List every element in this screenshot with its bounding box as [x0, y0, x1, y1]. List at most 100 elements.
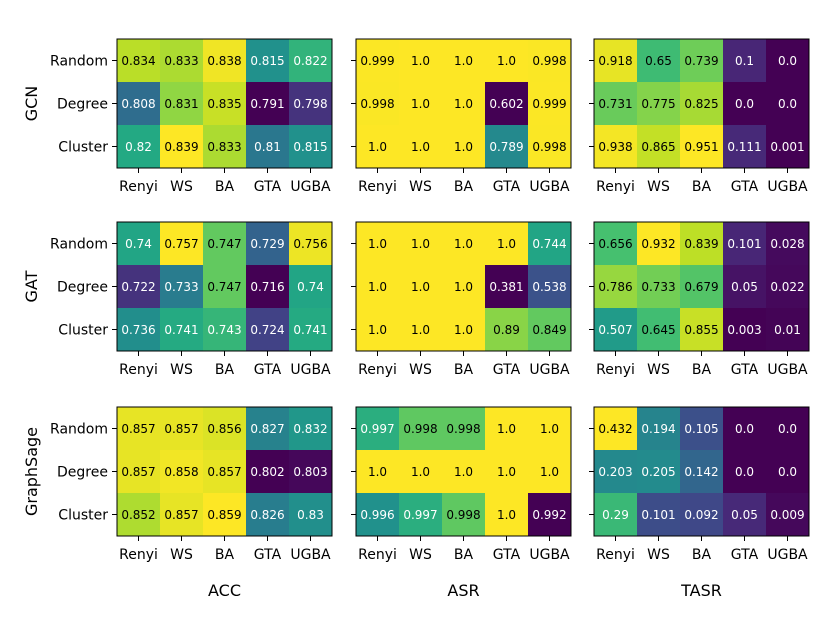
cell-label-graphsage-tasr-r0-c2: 0.105	[684, 422, 718, 436]
cell-gat-tasr-r2-c2	[680, 308, 723, 351]
cell-gcn-asr-r0-c4	[528, 39, 571, 82]
row-title-gcn: GCN	[22, 86, 41, 122]
cell-label-graphsage-tasr-r1-c2: 0.142	[684, 465, 718, 479]
cell-label-graphsage-asr-r0-c0: 0.997	[360, 422, 394, 436]
cell-gat-asr-r1-c4	[528, 265, 571, 308]
cell-graphsage-acc-r1-c4	[289, 450, 332, 493]
cell-gat-asr-r1-c3	[485, 265, 528, 308]
cell-label-gcn-tasr-r0-c0: 0.918	[598, 54, 632, 68]
cell-label-graphsage-acc-r2-c2: 0.859	[207, 508, 241, 522]
cell-label-gcn-asr-r1-c3: 0.602	[489, 97, 523, 111]
cell-gat-asr-r0-c0	[356, 222, 399, 265]
cell-graphsage-tasr-r0-c0	[594, 407, 637, 450]
col-title-tasr: TASR	[680, 581, 722, 600]
cell-label-gcn-acc-r0-c4: 0.822	[293, 54, 327, 68]
x-tick-label-gcn-acc-renyi: Renyi	[119, 179, 158, 195]
cell-label-graphsage-tasr-r1-c0: 0.203	[598, 465, 632, 479]
cell-gcn-acc-r1-c2	[203, 82, 246, 125]
cell-label-graphsage-acc-r0-c4: 0.832	[293, 422, 327, 436]
cell-gat-acc-r1-c2	[203, 265, 246, 308]
cell-gat-tasr-r2-c3	[723, 308, 766, 351]
cell-gat-tasr-r1-c4	[766, 265, 809, 308]
cell-label-gcn-asr-r1-c4: 0.999	[532, 97, 566, 111]
cell-label-gat-acc-r0-c2: 0.747	[207, 237, 241, 251]
cell-label-gcn-acc-r0-c2: 0.838	[207, 54, 241, 68]
cell-graphsage-acc-r1-c1	[160, 450, 203, 493]
cell-label-gat-acc-r1-c0: 0.722	[121, 280, 155, 294]
cell-gcn-tasr-r0-c3	[723, 39, 766, 82]
cell-label-gcn-acc-r0-c3: 0.815	[250, 54, 284, 68]
x-tick-label-gcn-tasr-renyi: Renyi	[596, 179, 635, 195]
cell-graphsage-tasr-r0-c1	[637, 407, 680, 450]
cell-gcn-acc-r0-c3	[246, 39, 289, 82]
cell-gat-asr-r1-c1	[399, 265, 442, 308]
cell-label-graphsage-asr-r1-c3: 1.0	[497, 465, 516, 479]
cell-label-gcn-tasr-r0-c1: 0.65	[645, 54, 672, 68]
cell-label-graphsage-acc-r0-c0: 0.857	[121, 422, 155, 436]
cell-label-gcn-tasr-r2-c1: 0.865	[641, 140, 675, 154]
cell-label-gat-acc-r2-c4: 0.741	[293, 323, 327, 337]
cell-gcn-tasr-r2-c4	[766, 125, 809, 168]
cell-gat-acc-r1-c3	[246, 265, 289, 308]
cell-label-graphsage-asr-r2-c4: 0.992	[532, 508, 566, 522]
x-tick-label-graphsage-asr-renyi: Renyi	[358, 547, 397, 563]
cell-label-gat-asr-r1-c4: 0.538	[532, 280, 566, 294]
cell-label-graphsage-tasr-r1-c1: 0.205	[641, 465, 675, 479]
cell-label-gcn-acc-r0-c0: 0.834	[121, 54, 155, 68]
cell-gcn-asr-r0-c2	[442, 39, 485, 82]
y-tick-label-gat-acc-degree: Degree	[57, 280, 108, 296]
cell-gcn-acc-r0-c2	[203, 39, 246, 82]
cell-gcn-asr-r0-c0	[356, 39, 399, 82]
cell-gat-asr-r0-c1	[399, 222, 442, 265]
cell-gat-tasr-r0-c4	[766, 222, 809, 265]
cell-label-gat-tasr-r0-c3: 0.101	[727, 237, 761, 251]
cell-gat-tasr-r1-c0	[594, 265, 637, 308]
cell-label-gcn-tasr-r2-c3: 0.111	[727, 140, 761, 154]
cell-label-gat-tasr-r1-c4: 0.022	[770, 280, 804, 294]
cell-gcn-acc-r2-c1	[160, 125, 203, 168]
cell-graphsage-asr-r1-c0	[356, 450, 399, 493]
col-title-asr: ASR	[447, 581, 479, 600]
cell-graphsage-acc-r1-c0	[117, 450, 160, 493]
cell-label-gcn-asr-r0-c0: 0.999	[360, 54, 394, 68]
cell-gat-tasr-r1-c2	[680, 265, 723, 308]
cell-label-gcn-tasr-r1-c4: 0.0	[778, 97, 797, 111]
cell-graphsage-asr-r1-c2	[442, 450, 485, 493]
x-tick-label-gat-acc-renyi: Renyi	[119, 362, 158, 378]
x-tick-label-gcn-tasr-gta: GTA	[731, 179, 759, 195]
cell-label-gcn-tasr-r1-c0: 0.731	[598, 97, 632, 111]
cell-gcn-acc-r1-c0	[117, 82, 160, 125]
cell-gcn-tasr-r1-c3	[723, 82, 766, 125]
cell-label-graphsage-asr-r0-c3: 1.0	[497, 422, 516, 436]
cell-gcn-tasr-r1-c1	[637, 82, 680, 125]
cell-label-graphsage-tasr-r2-c2: 0.092	[684, 508, 718, 522]
cell-label-graphsage-asr-r2-c1: 0.997	[403, 508, 437, 522]
cell-label-graphsage-acc-r2-c3: 0.826	[250, 508, 284, 522]
cell-label-graphsage-asr-r1-c1: 1.0	[411, 465, 430, 479]
x-tick-label-graphsage-asr-ugba: UGBA	[529, 547, 570, 563]
cell-gcn-tasr-r1-c2	[680, 82, 723, 125]
x-tick-label-gat-asr-gta: GTA	[493, 362, 521, 378]
cell-label-gcn-asr-r1-c1: 1.0	[411, 97, 430, 111]
cell-gcn-acc-r2-c2	[203, 125, 246, 168]
cell-gat-acc-r0-c3	[246, 222, 289, 265]
cell-label-gat-acc-r2-c0: 0.736	[121, 323, 155, 337]
cell-label-graphsage-acc-r1-c3: 0.802	[250, 465, 284, 479]
cell-label-gat-asr-r0-c3: 1.0	[497, 237, 516, 251]
cell-label-gat-tasr-r1-c3: 0.05	[731, 280, 758, 294]
cell-gat-tasr-r1-c1	[637, 265, 680, 308]
cell-gat-acc-r2-c4	[289, 308, 332, 351]
cell-label-graphsage-acc-r1-c4: 0.803	[293, 465, 327, 479]
cell-gat-acc-r0-c2	[203, 222, 246, 265]
cell-label-gat-tasr-r2-c2: 0.855	[684, 323, 718, 337]
cell-gcn-asr-r2-c0	[356, 125, 399, 168]
cell-label-gcn-tasr-r2-c2: 0.951	[684, 140, 718, 154]
cell-label-gat-acc-r1-c3: 0.716	[250, 280, 284, 294]
y-tick-label-graphsage-acc-random: Random	[50, 422, 108, 438]
cell-label-graphsage-acc-r0-c3: 0.827	[250, 422, 284, 436]
cell-gat-tasr-r2-c4	[766, 308, 809, 351]
cell-gat-tasr-r1-c3	[723, 265, 766, 308]
cell-label-gcn-asr-r2-c1: 1.0	[411, 140, 430, 154]
cell-label-gcn-acc-r1-c1: 0.831	[164, 97, 198, 111]
cell-label-graphsage-acc-r0-c2: 0.856	[207, 422, 241, 436]
